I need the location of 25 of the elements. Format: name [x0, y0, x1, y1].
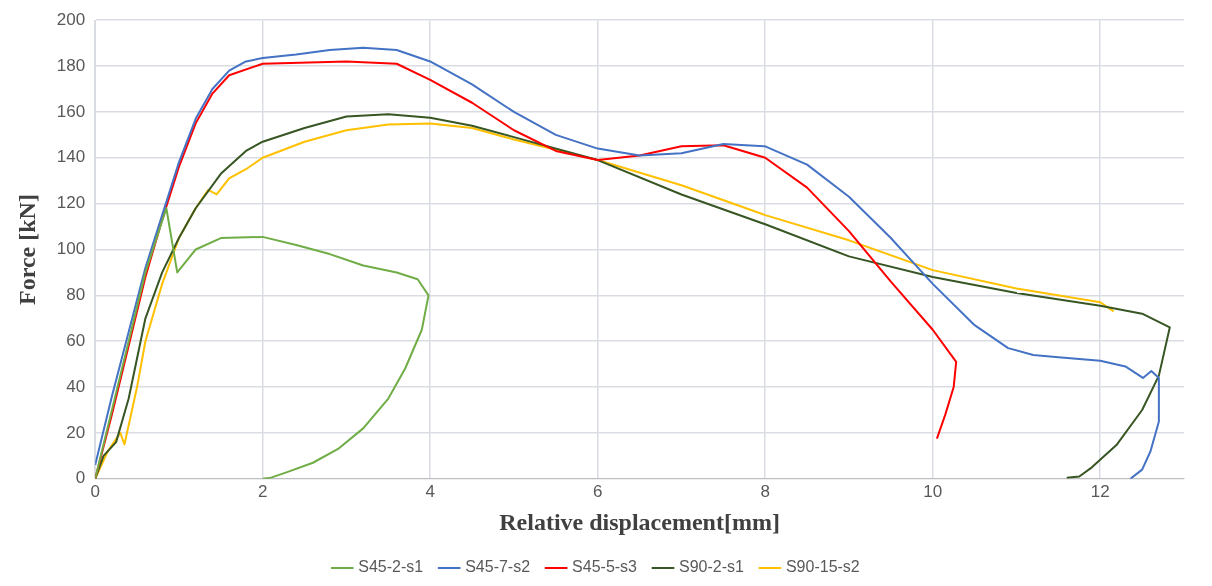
- y-tick-label: 140: [56, 147, 86, 167]
- legend-label: S45-7-s2: [465, 558, 531, 576]
- y-tick-label: 60: [66, 330, 86, 350]
- y-tick-label: 40: [66, 376, 86, 396]
- y-tick-label: 20: [66, 422, 86, 442]
- x-tick-label: 0: [90, 481, 100, 501]
- legend-label: S90-15-s2: [785, 558, 860, 576]
- y-tick-label: 120: [56, 193, 86, 213]
- legend-label: S90-2-s1: [679, 558, 745, 576]
- x-tick-label: 8: [760, 481, 770, 501]
- x-axis-title: Relative displacement[mm]: [499, 508, 780, 535]
- x-tick-label: 4: [425, 481, 435, 501]
- y-tick-label: 100: [56, 239, 86, 259]
- legend-label: S45-2-s1: [358, 558, 424, 576]
- x-tick-label: 6: [592, 481, 603, 501]
- y-tick-label: 200: [56, 9, 86, 29]
- y-tick-label: 80: [66, 285, 86, 305]
- x-tick-label: 10: [923, 481, 943, 501]
- legend-label: S45-5-s3: [572, 558, 638, 576]
- y-tick-label: 0: [75, 468, 86, 488]
- y-axis-title: Force [kN]: [13, 194, 40, 305]
- y-tick-label: 160: [56, 101, 86, 121]
- x-tick-label: 2: [257, 481, 268, 501]
- x-tick-label: 12: [1090, 481, 1110, 501]
- y-tick-label: 180: [56, 55, 86, 75]
